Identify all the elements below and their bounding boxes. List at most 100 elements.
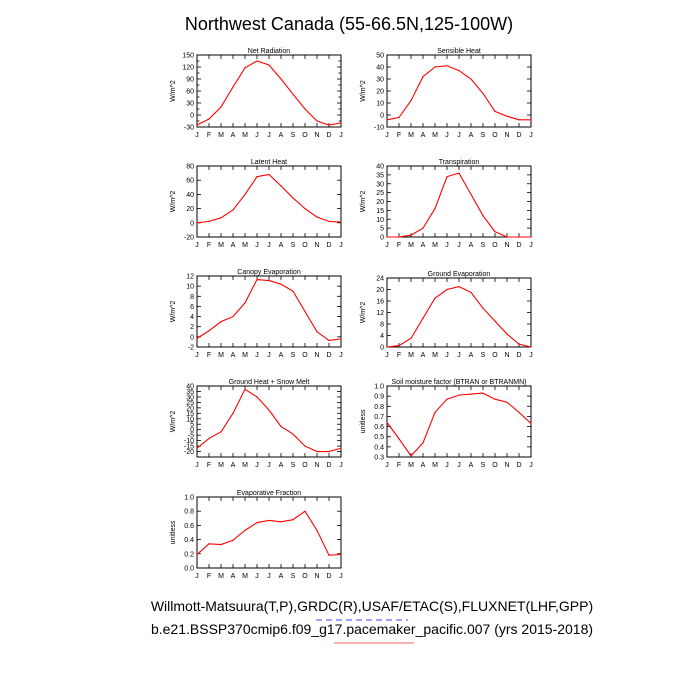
- data-point: [494, 320, 496, 322]
- data-point: [220, 106, 222, 108]
- x-tick-label: F: [207, 462, 211, 469]
- data-point: [280, 78, 282, 80]
- data-point: [518, 236, 520, 238]
- y-axis-label: W/m^2: [170, 301, 177, 323]
- x-tick-label: F: [397, 352, 401, 359]
- y-tick-label: 0.6: [374, 424, 384, 431]
- data-point: [268, 409, 270, 411]
- data-point: [256, 521, 258, 524]
- x-tick-label: O: [302, 462, 308, 469]
- x-tick-label: F: [207, 132, 211, 139]
- data-point: [518, 411, 520, 413]
- chart-title: Sensible Heat: [437, 48, 481, 55]
- data-point: [386, 119, 388, 121]
- x-tick-label: J: [339, 573, 343, 580]
- data-point: [196, 337, 198, 339]
- data-point: [482, 392, 484, 394]
- chart-title: Ground Evaporation: [428, 271, 491, 278]
- data-point: [232, 86, 234, 88]
- data-point: [506, 236, 508, 238]
- x-tick-label: N: [314, 242, 319, 249]
- y-axis-label: unitless: [170, 520, 177, 544]
- y-tick-label: 24: [376, 276, 384, 283]
- data-point: [458, 70, 460, 72]
- x-tick-label: F: [397, 132, 401, 139]
- x-tick-label: M: [242, 132, 248, 139]
- data-point: [482, 92, 484, 94]
- plot-frame: [196, 496, 342, 569]
- data-point: [196, 124, 198, 126]
- plot-frame: [196, 385, 342, 458]
- x-tick-label: S: [481, 352, 486, 359]
- x-tick-label: M: [218, 242, 224, 249]
- y-tick-label: 50: [376, 53, 384, 60]
- data-point: [208, 220, 210, 222]
- data-point: [220, 321, 222, 323]
- y-tick-label: 0.4: [184, 537, 194, 544]
- x-tick-label: J: [445, 352, 449, 359]
- data-point: [398, 116, 400, 118]
- chart-panel: J F M A M J J A S O N D J0510152025303540Transpirati…: [360, 159, 533, 249]
- data-point: [458, 172, 460, 174]
- x-tick-label: D: [516, 132, 521, 139]
- x-tick-label: O: [302, 352, 308, 359]
- data-point: [232, 209, 234, 211]
- data-point: [196, 447, 198, 449]
- data-point: [398, 344, 400, 347]
- x-tick-label: J: [529, 462, 533, 469]
- y-tick-label: 0.0: [184, 566, 194, 573]
- data-point: [530, 346, 532, 348]
- data-point: [470, 78, 472, 80]
- data-point: [422, 227, 424, 229]
- plot-frame: [196, 165, 342, 238]
- x-tick-label: N: [504, 242, 509, 249]
- y-tick-label: 80: [186, 164, 194, 171]
- x-tick-label: J: [339, 462, 343, 469]
- x-tick-label: A: [469, 352, 474, 359]
- x-tick-label: S: [291, 352, 296, 359]
- y-tick-label: 10: [376, 217, 384, 224]
- x-tick-label: J: [267, 352, 271, 359]
- x-tick-label: O: [302, 242, 308, 249]
- y-tick-label: -10: [374, 125, 384, 132]
- data-point: [328, 339, 330, 342]
- y-tick-label: 20: [376, 199, 384, 206]
- data-point: [410, 234, 412, 236]
- x-tick-label: A: [231, 352, 236, 359]
- data-point: [280, 425, 282, 428]
- x-tick-label: A: [231, 242, 236, 249]
- y-axis-label: unitless: [360, 409, 367, 433]
- y-tick-label: 0: [190, 113, 194, 120]
- chart-panel: J F M A M J J A S O N D J-20-15-10-50510152025303540…: [170, 379, 343, 469]
- x-tick-label: S: [291, 462, 296, 469]
- y-tick-label: 12: [376, 310, 384, 317]
- plot-frame: [196, 275, 342, 348]
- data-point: [458, 286, 460, 288]
- data-point: [340, 553, 342, 556]
- data-point: [280, 283, 282, 285]
- chart-title: Net Radiation: [248, 48, 291, 55]
- y-tick-label: 0: [190, 220, 194, 227]
- data-point: [470, 393, 472, 395]
- x-tick-label: N: [314, 132, 319, 139]
- x-tick-label: J: [457, 242, 461, 249]
- x-tick-label: J: [255, 462, 259, 469]
- y-tick-label: 1.0: [374, 384, 384, 391]
- data-point: [292, 197, 294, 199]
- data-point: [304, 208, 306, 210]
- x-tick-label: A: [231, 462, 236, 469]
- series-line: [196, 510, 342, 556]
- data-point: [494, 398, 496, 400]
- x-tick-label: J: [529, 352, 533, 359]
- x-tick-label: N: [504, 462, 509, 469]
- data-point: [268, 173, 270, 176]
- x-tick-label: J: [255, 132, 259, 139]
- y-tick-label: 6: [190, 304, 194, 311]
- data-point: [292, 433, 294, 435]
- series-line: [386, 65, 531, 121]
- y-tick-label: -15: [184, 444, 194, 451]
- data-point: [410, 455, 412, 457]
